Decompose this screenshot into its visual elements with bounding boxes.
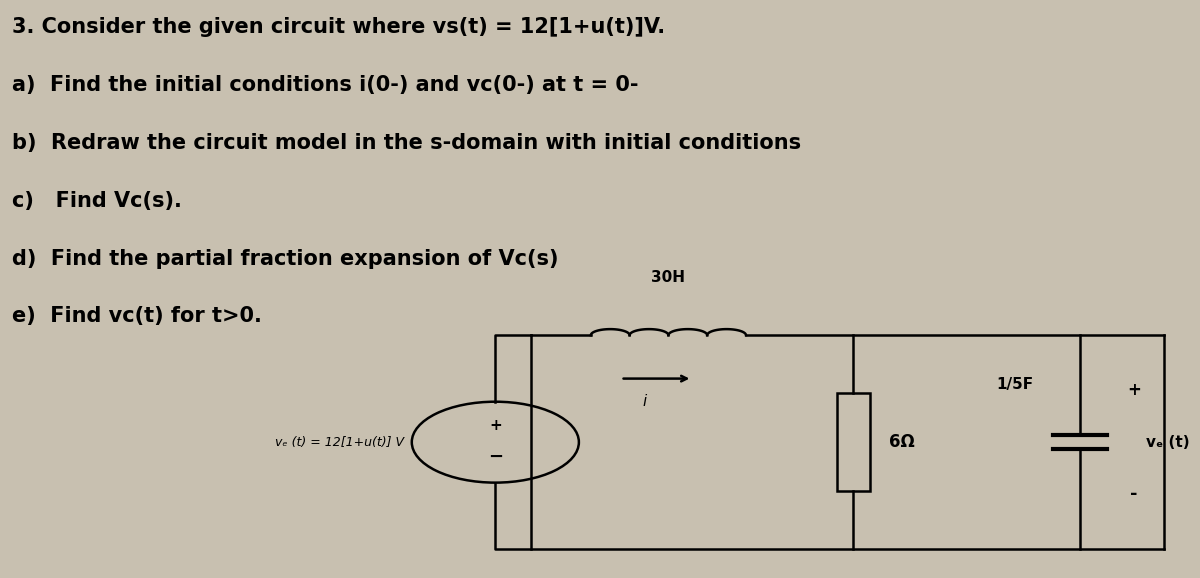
Text: c)   Find Vc(s).: c) Find Vc(s). bbox=[12, 191, 182, 211]
Text: vₑ (t) = 12[1+u(t)] V: vₑ (t) = 12[1+u(t)] V bbox=[275, 436, 403, 449]
Text: 1/5F: 1/5F bbox=[996, 377, 1033, 392]
Text: −: − bbox=[487, 448, 503, 466]
Text: 30H: 30H bbox=[652, 270, 685, 285]
Text: -: - bbox=[1130, 485, 1138, 503]
Text: 3. Consider the given circuit where vs(t) = 12[1+u(t)]V.: 3. Consider the given circuit where vs(t… bbox=[12, 17, 665, 38]
Text: d)  Find the partial fraction expansion of Vc(s): d) Find the partial fraction expansion o… bbox=[12, 249, 558, 269]
Text: a)  Find the initial conditions i(0-) and vc(0-) at t = 0-: a) Find the initial conditions i(0-) and… bbox=[12, 75, 638, 95]
Text: vₑ (t): vₑ (t) bbox=[1146, 435, 1189, 450]
Text: +: + bbox=[488, 418, 502, 434]
Text: 6Ω: 6Ω bbox=[889, 433, 914, 451]
Text: e)  Find vc(t) for t>0.: e) Find vc(t) for t>0. bbox=[12, 306, 262, 327]
Text: +: + bbox=[1127, 381, 1141, 399]
Text: b)  Redraw the circuit model in the s-domain with initial conditions: b) Redraw the circuit model in the s-dom… bbox=[12, 133, 802, 153]
Text: i: i bbox=[642, 394, 647, 409]
Bar bbox=[836, 393, 870, 491]
